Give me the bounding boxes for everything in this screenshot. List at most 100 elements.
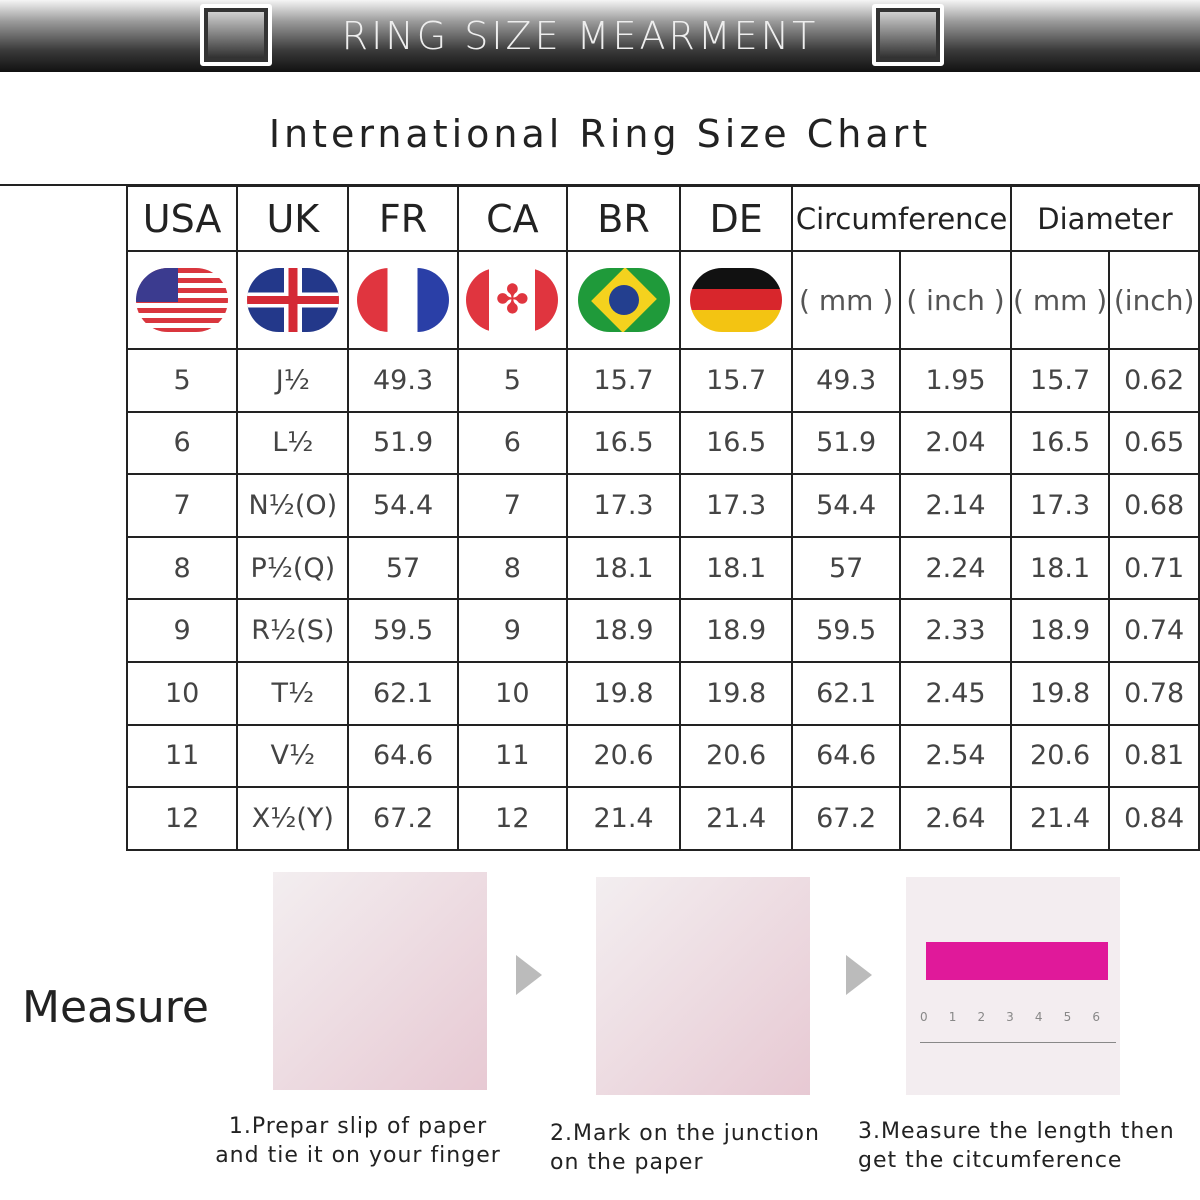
table-cell: 0.68 <box>1108 473 1200 538</box>
caption-line: and tie it on your finger <box>215 1143 501 1168</box>
table-cell: 20.6 <box>1009 723 1111 789</box>
unit-circ-inch: ( inch ) <box>899 250 1012 350</box>
step1-caption: 1.Prepar slip of paper and tie it on your… <box>208 1112 508 1170</box>
table-cell: 57 <box>347 535 459 601</box>
flag-cell: ✤ <box>456 250 568 350</box>
step3-caption: 3.Measure the length then get the citcumf… <box>858 1117 1175 1175</box>
table-cell: 2.04 <box>899 410 1012 476</box>
header-ca: CA <box>456 185 568 252</box>
chart-title: International Ring Size Chart <box>268 112 932 156</box>
caption-line: get the citcumference <box>858 1148 1123 1173</box>
table-cell: X½(Y) <box>236 786 350 851</box>
header-fr: FR <box>347 185 459 252</box>
table-cell: J½ <box>236 348 350 413</box>
flag-cell <box>236 250 350 350</box>
table-cell: L½ <box>236 410 350 476</box>
table-cell: R½(S) <box>236 598 350 663</box>
flag-cell <box>347 250 459 350</box>
table-cell: 16.5 <box>679 410 794 476</box>
header-uk: UK <box>236 185 350 252</box>
table-cell: 0.71 <box>1108 535 1200 601</box>
france-flag-icon <box>357 268 450 332</box>
table-cell: 16.5 <box>1009 410 1111 476</box>
table-cell: 54.4 <box>347 473 459 538</box>
table-cell: 21.4 <box>1009 786 1111 851</box>
header-diameter: Diameter <box>1009 185 1200 252</box>
table-cell: 2.24 <box>899 535 1012 601</box>
arrow-right-icon <box>516 955 542 995</box>
table-cell: 11 <box>456 723 568 789</box>
table-row: 10 T½ 62.1 10 19.8 19.8 62.1 2.45 19.8 0.78 <box>125 660 1200 726</box>
step3-photo <box>906 877 1120 1095</box>
table-cell: 18.1 <box>1009 535 1111 601</box>
caption-line: on the paper <box>550 1150 704 1175</box>
table-cell: 15.7 <box>1009 348 1111 413</box>
table-row: 9 R½(S) 59.5 9 18.9 18.9 59.5 2.33 18.9 0.74 <box>125 598 1200 663</box>
header-usa: USA <box>125 185 239 252</box>
table-cell: 5 <box>125 348 239 413</box>
table-cell: 0.84 <box>1108 786 1200 851</box>
table-cell: 7 <box>125 473 239 538</box>
table-cell: 64.6 <box>791 723 902 789</box>
table-row: 5 J½ 49.3 5 15.7 15.7 49.3 1.95 15.7 0.62 <box>125 348 1200 413</box>
table-cell: 16.5 <box>565 410 682 476</box>
table-cell: 7 <box>456 473 568 538</box>
table-cell: 0.74 <box>1108 598 1200 663</box>
table-cell: 5 <box>456 348 568 413</box>
table-cell: 18.1 <box>565 535 682 601</box>
table-cell: V½ <box>236 723 350 789</box>
table-cell: 12 <box>456 786 568 851</box>
table-cell: 21.4 <box>565 786 682 851</box>
brazil-flag-icon <box>577 268 670 332</box>
table-cell: 54.4 <box>791 473 902 538</box>
table-cell: 18.9 <box>679 598 794 663</box>
table-cell: 19.8 <box>679 660 794 726</box>
flag-cell <box>125 250 239 350</box>
table-cell: 57 <box>791 535 902 601</box>
table-cell: 59.5 <box>347 598 459 663</box>
unit-dia-mm: ( mm ) <box>1009 250 1111 350</box>
table-cell: 49.3 <box>791 348 902 413</box>
table-cell: 19.8 <box>1009 660 1111 726</box>
table-cell: 20.6 <box>565 723 682 789</box>
table-cell: 19.8 <box>565 660 682 726</box>
table-cell: 8 <box>125 535 239 601</box>
table-cell: 2.54 <box>899 723 1012 789</box>
caption-line: 1.Prepar slip of paper <box>228 1114 488 1139</box>
table-cell: 20.6 <box>679 723 794 789</box>
ruler-number: 2 <box>977 1010 986 1024</box>
header-de: DE <box>679 185 794 252</box>
table-cell: 64.6 <box>347 723 459 789</box>
table-cell: 67.2 <box>347 786 459 851</box>
unit-circ-mm: ( mm ) <box>791 250 902 350</box>
paper-strip <box>926 942 1108 980</box>
table-cell: 17.3 <box>679 473 794 538</box>
caption-line: 2.Mark on the junction <box>550 1121 820 1146</box>
table-cell: 9 <box>125 598 239 663</box>
table-row: 8 P½(Q) 57 8 18.1 18.1 57 2.24 18.1 0.71 <box>125 535 1200 601</box>
ring-size-table: USA UK FR CA BR DE Circumference Diamete… <box>125 185 1200 851</box>
table-cell: 2.33 <box>899 598 1012 663</box>
frame-icon <box>872 4 944 66</box>
ruler-number: 5 <box>1063 1010 1072 1024</box>
ruler-numbers: 0 1 2 3 4 5 6 <box>920 1010 1100 1024</box>
ruler-number: 0 <box>920 1010 928 1024</box>
table-cell: 0.62 <box>1108 348 1200 413</box>
table-cell: 2.64 <box>899 786 1012 851</box>
flag-cell <box>679 250 794 350</box>
germany-flag-icon <box>690 268 783 332</box>
table-cell: 62.1 <box>347 660 459 726</box>
table-cell: 0.81 <box>1108 723 1200 789</box>
ruler-line <box>920 1042 1116 1043</box>
table-cell: 49.3 <box>347 348 459 413</box>
table-cell: 6 <box>456 410 568 476</box>
step1-photo <box>273 872 487 1090</box>
table-cell: 10 <box>125 660 239 726</box>
table-cell: 18.1 <box>679 535 794 601</box>
ruler-number: 6 <box>1092 1010 1100 1024</box>
header-circumference: Circumference <box>791 185 1012 252</box>
table-cell: 12 <box>125 786 239 851</box>
table-row: 7 N½(O) 54.4 7 17.3 17.3 54.4 2.14 17.3 0.68 <box>125 473 1200 538</box>
table-cell: 0.78 <box>1108 660 1200 726</box>
table-cell: 2.45 <box>899 660 1012 726</box>
